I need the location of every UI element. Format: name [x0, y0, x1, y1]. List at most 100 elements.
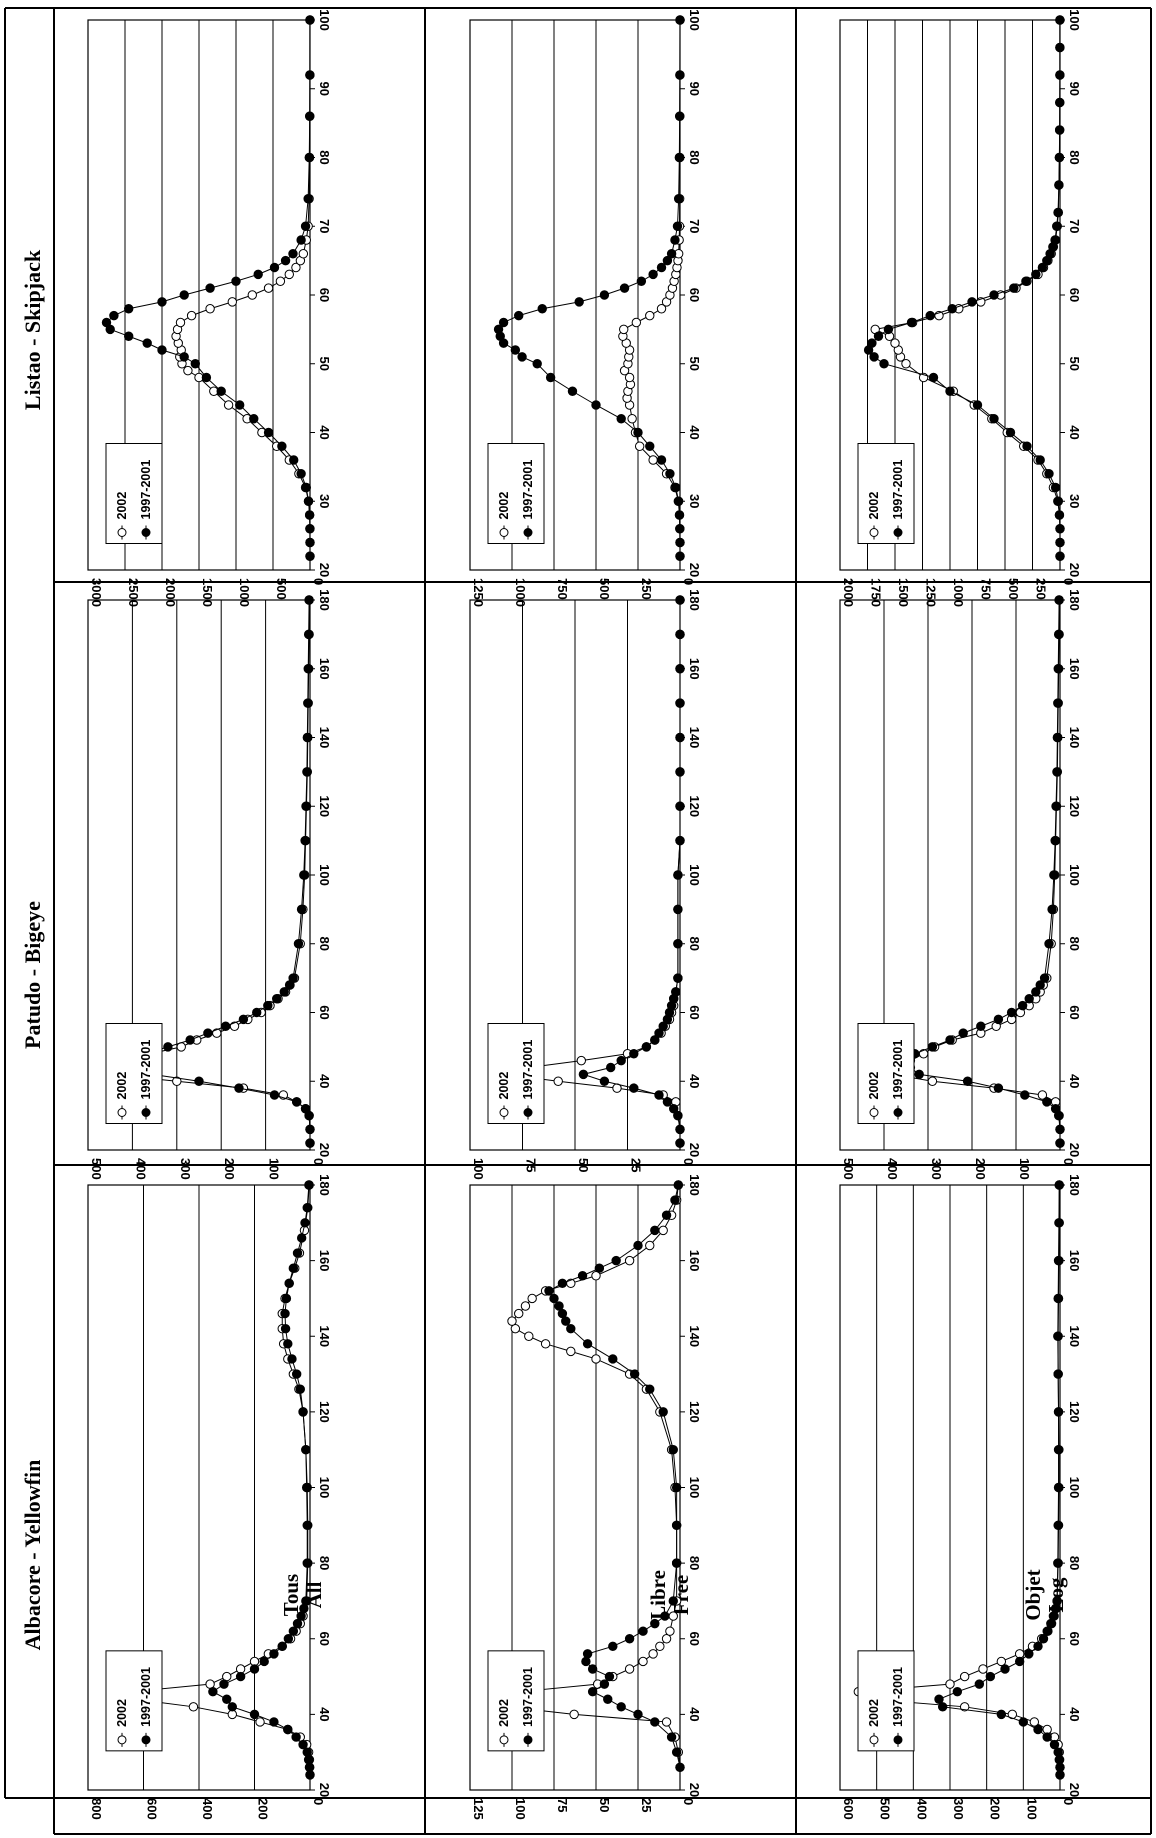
point-1997-2001	[287, 1354, 297, 1364]
point-1997-2001	[1053, 1520, 1063, 1531]
point-1997-2001	[304, 152, 314, 163]
point-1997-2001	[675, 1138, 685, 1148]
legend-swatch-marker	[523, 1108, 533, 1117]
point-2002	[1029, 1717, 1040, 1727]
size-tick-label: 80	[1067, 1556, 1082, 1570]
size-tick-label: 40	[1067, 1074, 1082, 1088]
point-1997-2001	[671, 987, 681, 997]
value-tick-label: 125	[471, 1798, 486, 1820]
point-1997-2001	[1051, 1603, 1061, 1614]
point-1997-2001	[671, 1520, 682, 1531]
value-tick-label: 3000	[89, 578, 104, 607]
point-1997-2001	[1050, 482, 1061, 493]
point-1997-2001	[1055, 551, 1065, 561]
point-1997-2001	[591, 400, 601, 410]
point-2002	[624, 1255, 635, 1266]
point-1997-2001	[675, 629, 685, 640]
legend-swatch-marker	[141, 528, 151, 537]
legend: 2002 1997-2001	[857, 1023, 915, 1124]
value-tick-label: 0	[311, 1158, 326, 1165]
point-1997-2001	[616, 1702, 626, 1712]
point-1997-2001	[305, 15, 315, 25]
point-1997-2001	[185, 1035, 195, 1045]
size-tick-label: 60	[1067, 1005, 1082, 1019]
point-1997-2001	[638, 1626, 648, 1636]
value-tick-label: 75	[555, 1798, 570, 1812]
point-1997-2001	[288, 249, 298, 259]
point-2002	[591, 1271, 601, 1281]
series-line-2002	[891, 600, 1061, 1144]
point-2002	[627, 414, 637, 424]
point-1997-2001	[670, 1195, 680, 1205]
point-1997-2001	[1055, 524, 1065, 534]
point-2002	[624, 372, 635, 383]
point-1997-2001	[1050, 1104, 1061, 1114]
point-1997-2001	[299, 1603, 309, 1614]
point-1997-2001	[1000, 1664, 1010, 1674]
point-1997-2001	[279, 987, 289, 997]
point-1997-2001	[498, 317, 509, 328]
point-1997-2001	[603, 1694, 613, 1704]
size-tick-label: 20	[1067, 563, 1082, 577]
point-1997-2001	[673, 973, 683, 983]
point-2002	[959, 1671, 970, 1682]
point-1997-2001	[608, 1641, 618, 1652]
legend-box	[857, 1023, 915, 1124]
point-1997-2001	[587, 1686, 598, 1697]
point-1997-2001	[291, 1369, 302, 1379]
point-1997-2001	[1022, 441, 1032, 451]
point-1997-2001	[937, 1702, 948, 1712]
point-1997-2001	[1047, 904, 1057, 915]
point-1997-2001	[996, 1709, 1007, 1720]
point-1997-2001	[673, 904, 683, 915]
point-2002	[175, 317, 186, 328]
value-tick-label: 1000	[951, 578, 966, 607]
point-1997-2001	[300, 1104, 311, 1114]
point-1997-2001	[231, 276, 241, 286]
value-tick-label: 500	[274, 578, 289, 600]
point-1997-2001	[554, 1301, 564, 1311]
point-1997-2001	[1053, 1369, 1063, 1379]
point-1997-2001	[1017, 1000, 1028, 1011]
point-1997-2001	[675, 551, 685, 561]
size-tick-label: 140	[317, 727, 332, 749]
size-tick-label: 20	[687, 1143, 702, 1157]
value-tick-label: 1500	[896, 578, 911, 607]
point-1997-2001	[662, 1097, 673, 1107]
point-1997-2001	[302, 1202, 312, 1213]
point-1997-2001	[561, 1316, 571, 1326]
size-tick-label: 80	[687, 937, 702, 951]
size-tick-label: 20	[687, 563, 702, 577]
point-1997-2001	[1050, 235, 1060, 245]
point-1997-2001	[303, 664, 313, 674]
column-header-bigeye: Patudo - Bigeye	[20, 901, 45, 1049]
point-1997-2001	[985, 1671, 996, 1682]
point-1997-2001	[1054, 1755, 1064, 1765]
point-1997-2001	[280, 255, 291, 266]
legend-box	[487, 1650, 545, 1752]
point-1997-2001	[1033, 1724, 1043, 1735]
size-tick-label: 160	[317, 1250, 332, 1272]
point-1997-2001	[671, 1558, 682, 1568]
point-1997-2001	[636, 276, 647, 286]
size-tick-label: 100	[317, 864, 332, 886]
size-tick-label: 120	[687, 1401, 702, 1423]
value-tick-label: 0	[1061, 578, 1076, 585]
point-1997-2001	[567, 386, 578, 396]
point-1997-2001	[299, 870, 309, 880]
column-header-skipjack-label: Listao - Skipjack	[20, 249, 45, 410]
size-tick-label: 100	[687, 1477, 702, 1499]
point-1997-2001	[305, 111, 315, 121]
row-header-all: Tous All	[279, 1574, 326, 1616]
point-1997-2001	[673, 1180, 684, 1190]
point-2002	[172, 1076, 182, 1086]
point-1997-2001	[641, 1042, 652, 1052]
value-tick-label: 2500	[126, 578, 141, 607]
size-tick-label: 30	[317, 494, 332, 508]
point-2002	[540, 1339, 551, 1349]
point-1997-2001	[208, 1686, 218, 1697]
legend-box	[487, 443, 545, 544]
point-1997-2001	[927, 1042, 938, 1052]
point-1997-2001	[303, 629, 314, 640]
point-1997-2001	[303, 1755, 314, 1765]
